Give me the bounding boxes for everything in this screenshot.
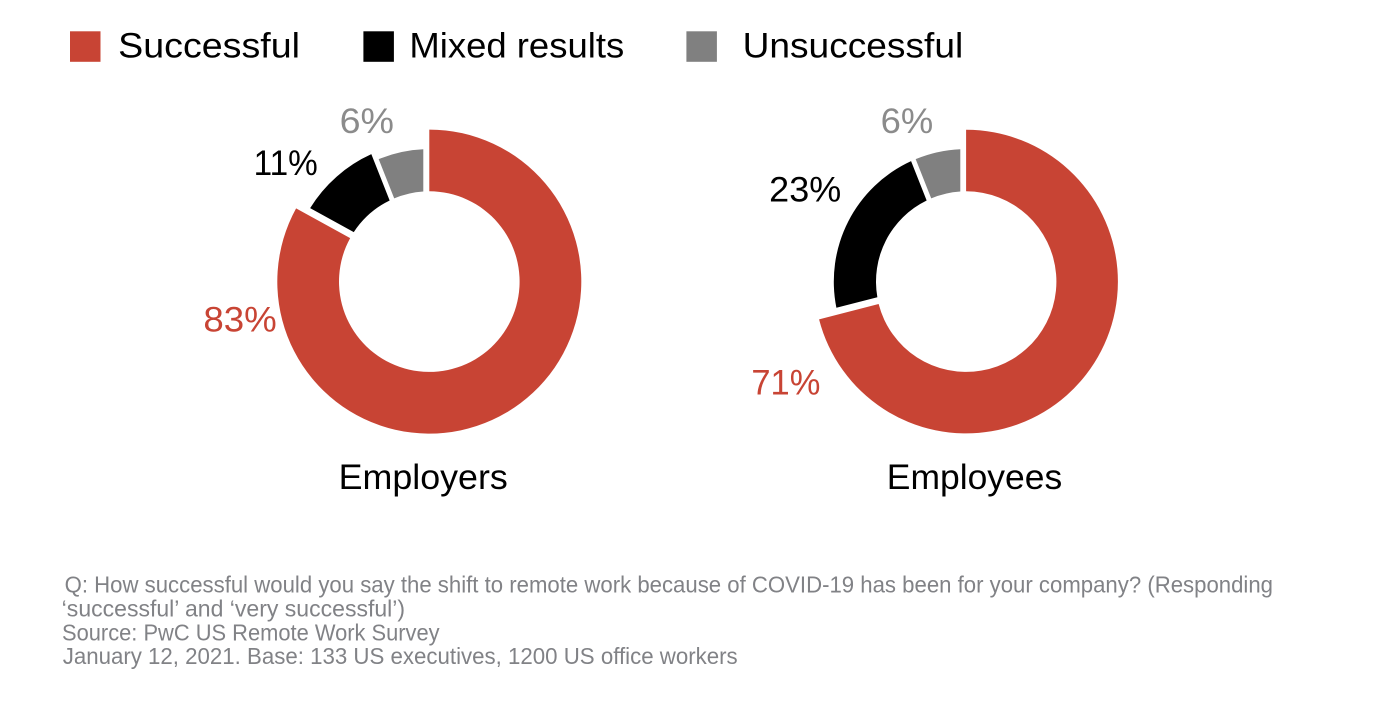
svg-text:Q: How successful would you sa: Q: How successful would you say the shif… <box>65 572 1273 598</box>
svg-text:Source: PwC US Remote Work Sur: Source: PwC US Remote Work Survey <box>62 619 440 645</box>
svg-text:Mixed results: Mixed results <box>409 26 624 65</box>
svg-text:Employees: Employees <box>887 458 1062 497</box>
svg-text:Unsuccessful: Unsuccessful <box>743 26 964 65</box>
svg-text:6%: 6% <box>881 102 934 141</box>
svg-text:Successful: Successful <box>118 26 300 65</box>
svg-text:23%: 23% <box>769 171 841 210</box>
svg-text:January 12, 2021. Base: 133 US: January 12, 2021. Base: 133 US executive… <box>63 643 738 669</box>
svg-text:11%: 11% <box>254 144 318 183</box>
svg-text:Employers: Employers <box>339 458 508 497</box>
svg-text:83%: 83% <box>203 301 276 340</box>
svg-text:71%: 71% <box>751 363 820 402</box>
svg-text:6%: 6% <box>340 102 394 141</box>
svg-text:‘successful’ and ‘very success: ‘successful’ and ‘very successful’) <box>62 595 405 621</box>
